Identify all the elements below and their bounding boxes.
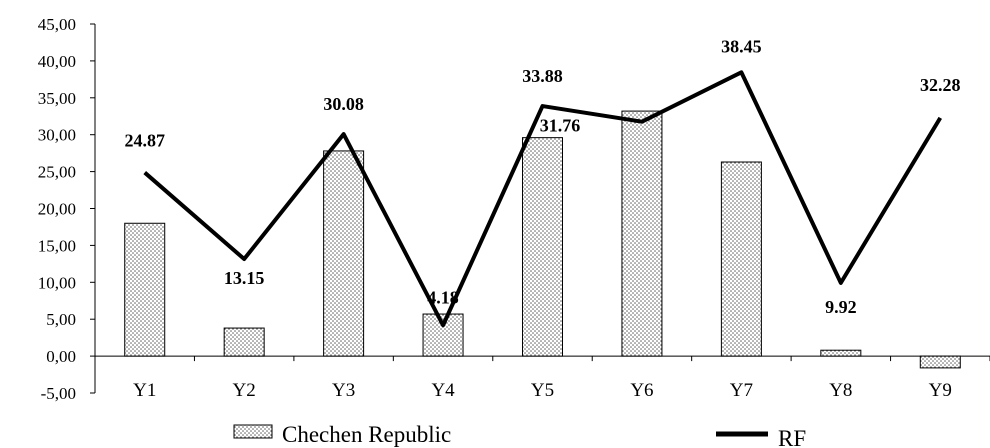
x-tick-label: Y2 <box>233 380 256 401</box>
data-label-rf: 32.28 <box>920 75 961 95</box>
legend-label-rf: RF <box>778 426 806 448</box>
y-tick-label: 10,00 <box>38 273 76 292</box>
plot-area: -5,00 0,00 5,00 10,00 15,00 20,00 25,00 30,00 35… <box>38 15 990 403</box>
x-tick-label: Y7 <box>730 380 753 401</box>
legend-swatch-chechen <box>233 424 273 439</box>
data-label-rf: 24.87 <box>124 131 165 151</box>
y-tick-label: 0,00 <box>46 347 76 366</box>
bar-chechen <box>621 110 663 357</box>
bar-chechen <box>422 313 464 357</box>
line-rf <box>143 70 942 328</box>
data-label-rf: 9.92 <box>825 297 857 317</box>
y-tick-label: 35,00 <box>38 89 76 108</box>
bar-chechen <box>124 222 166 357</box>
x-tick-label: Y1 <box>133 380 156 401</box>
y-tick-label: 40,00 <box>38 52 76 71</box>
y-tick-label: 20,00 <box>38 200 76 219</box>
data-label-rf: 30.08 <box>323 94 364 114</box>
y-tick-label: 30,00 <box>38 126 76 145</box>
legend: Chechen Republic RF <box>233 422 806 448</box>
bar-chechen <box>323 150 365 357</box>
data-label-rf: 38.45 <box>721 36 762 56</box>
y-tick-label: -5,00 <box>41 384 76 403</box>
bar-chechen <box>820 349 862 357</box>
x-tick-label: Y5 <box>531 380 554 401</box>
bar-chechen <box>522 137 563 357</box>
data-label-rf: 4.18 <box>427 287 459 307</box>
x-tick-label: Y6 <box>630 380 653 401</box>
x-tick-label: Y4 <box>431 380 455 401</box>
y-tick-label: 45,00 <box>38 15 76 34</box>
bar-chechen <box>223 327 265 357</box>
x-tick-label: Y9 <box>929 380 952 401</box>
y-tick-label: 25,00 <box>38 163 76 182</box>
bar-chechen <box>919 355 961 369</box>
x-tick-label: Y3 <box>332 380 355 401</box>
data-label-rf: 13.15 <box>224 268 265 288</box>
y-tick-label: 15,00 <box>38 236 76 255</box>
legend-label-chechen: Chechen Republic <box>282 422 451 447</box>
x-tick-label: Y8 <box>829 380 852 401</box>
data-label-rf: 33.88 <box>522 66 563 86</box>
y-tick-label: 5,00 <box>46 310 76 329</box>
data-label-rf: 31.76 <box>540 116 581 136</box>
bar-chechen <box>720 161 762 357</box>
